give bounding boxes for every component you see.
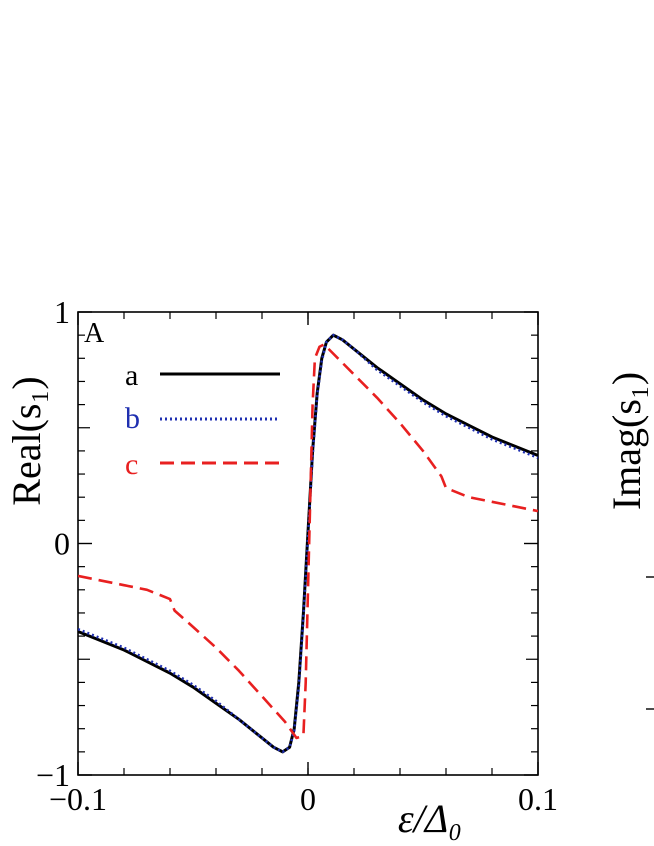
right-panel-y-axis-label: Imag(s₁) [604, 372, 649, 510]
y-tick-label: −1 [36, 757, 70, 793]
series-line-b [78, 333, 538, 754]
tick-labels: −0.1 0 0.1 −1 0 1 [36, 294, 558, 817]
series-line-c [78, 343, 538, 740]
series-line-a [78, 333, 538, 754]
y-axis-label: Real(s₁) [4, 376, 49, 505]
x-tick-label: −0.1 [49, 781, 107, 817]
legend: a b c [125, 359, 280, 481]
legend-label-b: b [125, 402, 140, 435]
tick-marks [77, 311, 539, 776]
x-tick-label: 0.1 [518, 781, 558, 817]
series-lines [78, 333, 538, 754]
legend-label-a: a [125, 359, 138, 392]
x-tick-label: 0 [300, 781, 316, 817]
legend-label-c: c [125, 448, 138, 481]
panel-label: A [84, 318, 105, 349]
y-tick-label: 0 [54, 526, 70, 562]
x-axis-label: ε/Δ₀ [398, 796, 462, 841]
y-tick-label: 1 [54, 294, 70, 330]
